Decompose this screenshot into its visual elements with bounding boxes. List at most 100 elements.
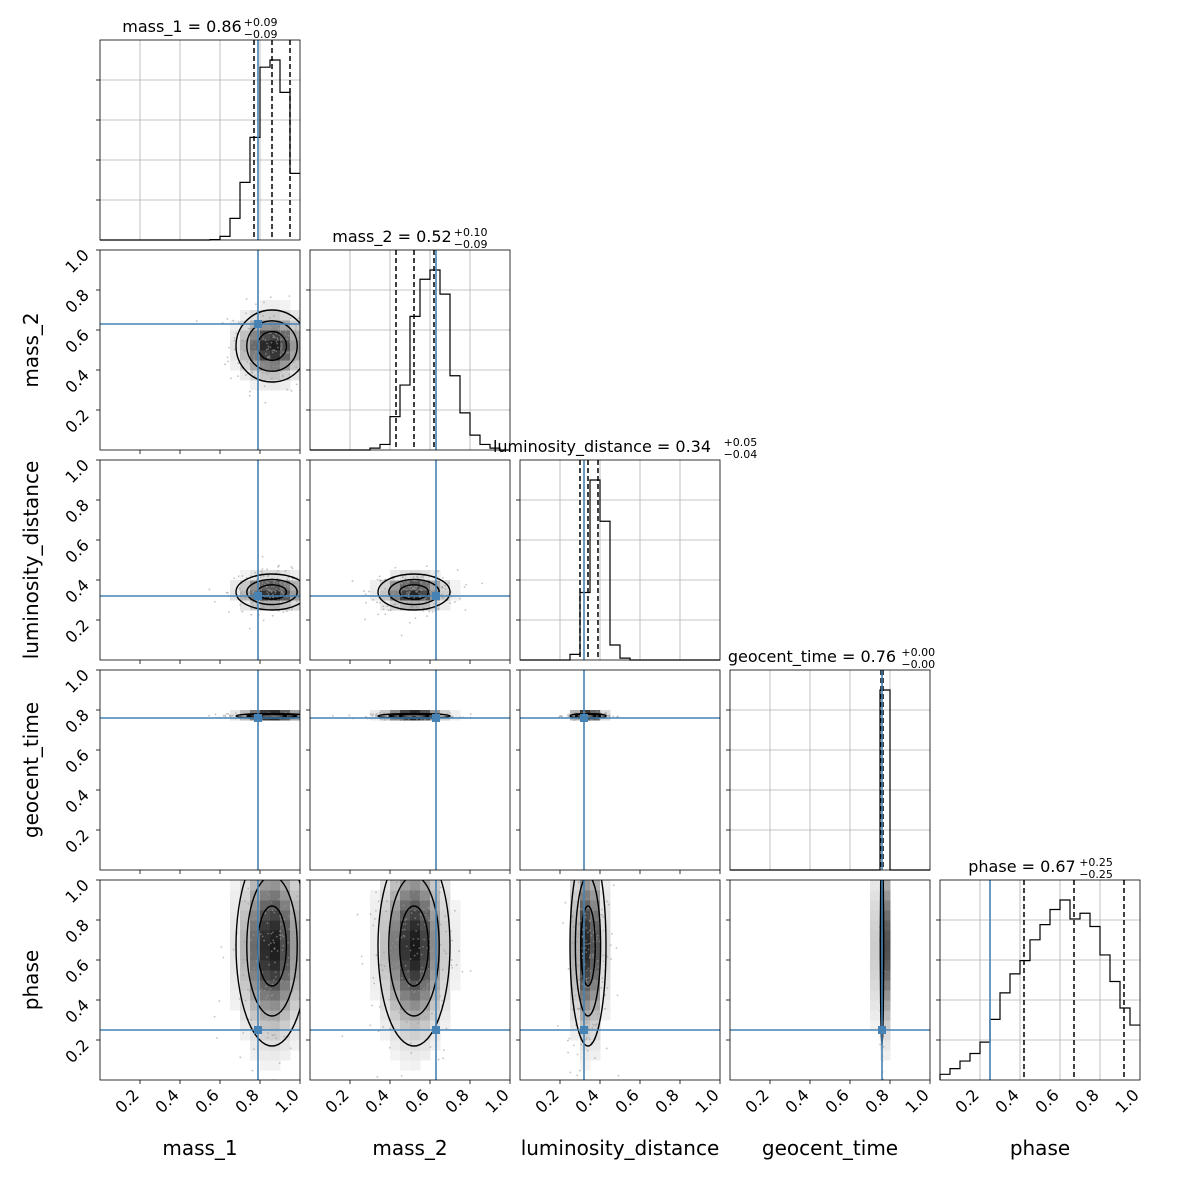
sample-point (239, 592, 242, 595)
sample-point (250, 327, 253, 330)
sample-point (449, 602, 451, 605)
sample-point (386, 900, 388, 902)
sample-point (282, 351, 285, 354)
density-cell (420, 1000, 431, 1011)
sample-point (573, 942, 576, 944)
sample-point (330, 388, 332, 390)
density-cell (420, 1050, 431, 1061)
sample-point (275, 935, 278, 938)
sample-point (304, 716, 306, 718)
title-plus: +0.10 (454, 226, 488, 239)
title-plus: +0.05 (724, 436, 758, 449)
sample-point (403, 719, 406, 722)
sample-point (293, 968, 295, 970)
sample-point (241, 958, 244, 961)
sample-point (580, 852, 582, 854)
sample-point (428, 610, 431, 613)
sample-point (371, 714, 374, 717)
sample-point (393, 591, 396, 594)
sample-point (265, 985, 267, 988)
sample-point (402, 904, 405, 907)
density-cell (270, 890, 281, 901)
sample-point (262, 337, 265, 340)
density-cell (230, 360, 241, 371)
density-cell (880, 950, 891, 961)
density-cell (240, 1020, 251, 1031)
x-axis-label-phase: phase (1010, 1136, 1070, 1160)
density-cell (880, 1040, 891, 1051)
sample-point (227, 713, 230, 715)
sample-point (259, 576, 262, 579)
sample-point (302, 347, 304, 349)
sample-point (263, 854, 265, 856)
density-cell (270, 960, 281, 971)
sample-point (609, 944, 612, 946)
sample-point (415, 587, 418, 590)
sample-point (364, 618, 366, 621)
density-cell (230, 1000, 241, 1011)
sample-point (427, 916, 429, 919)
density-cell (870, 930, 881, 941)
title-plus: +0.09 (244, 16, 278, 29)
sample-point (276, 337, 279, 340)
sample-point (568, 713, 570, 716)
sample-point (586, 1049, 589, 1052)
density-cell (260, 310, 271, 321)
panel-frame (729, 669, 931, 871)
sample-point (419, 867, 421, 869)
sample-point (568, 1037, 571, 1040)
sample-point (450, 959, 453, 961)
sample-point (584, 946, 587, 949)
density-cell (270, 950, 281, 961)
density-cell (240, 960, 251, 971)
density-cell (260, 360, 271, 371)
sample-point (564, 901, 567, 904)
density-cell (260, 880, 271, 891)
sample-point (415, 930, 417, 932)
sample-point (414, 990, 416, 992)
sample-point (377, 613, 380, 616)
sample-point (411, 857, 413, 859)
sample-point (379, 601, 381, 604)
density-cell (260, 1050, 271, 1061)
sample-point (587, 898, 590, 900)
sample-point (307, 910, 309, 912)
density-cell (270, 930, 281, 941)
density-cell (400, 1020, 411, 1031)
sample-point (242, 974, 245, 977)
sample-point (285, 610, 288, 613)
sample-point (247, 887, 250, 890)
sample-point (305, 852, 307, 854)
sample-point (418, 893, 420, 895)
sample-point (398, 977, 401, 980)
sample-point (273, 590, 276, 592)
sample-point (260, 988, 263, 991)
sample-point (275, 880, 278, 883)
sample-point (254, 571, 257, 574)
sample-point (386, 605, 389, 608)
sample-point (360, 835, 362, 837)
density-cell (450, 900, 461, 911)
panel-frame (99, 879, 301, 1081)
hist-panel-geocent_time: geocent_time = 0.76 +0.00−0.00 (726, 646, 935, 871)
density-cell (280, 360, 291, 371)
sample-point (581, 983, 584, 986)
sample-point (305, 969, 307, 971)
density-cell (580, 970, 591, 981)
sample-point (252, 355, 255, 358)
scatter-panel-mass_1-phase (96, 852, 309, 1084)
density-cell (450, 980, 461, 991)
sample-point (395, 921, 398, 924)
sample-point (249, 924, 251, 927)
density-cell (450, 960, 461, 971)
sample-point (401, 718, 404, 721)
x-tick-label: 0.4 (781, 1085, 812, 1116)
sample-point (245, 596, 248, 599)
density-cell (880, 910, 891, 921)
sample-point (253, 375, 256, 378)
density-cell (230, 960, 241, 971)
density-cell (290, 310, 300, 321)
sample-point (294, 328, 297, 331)
sample-point (429, 943, 432, 946)
density-cell (260, 1040, 271, 1051)
